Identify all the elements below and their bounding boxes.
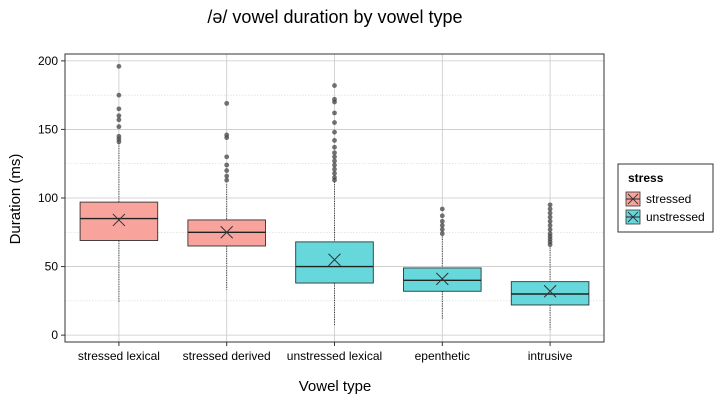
mean-marker [328, 253, 341, 267]
box-intrusive [510, 202, 590, 330]
outlier-point [332, 138, 337, 143]
outlier-point [116, 92, 122, 98]
outlier-point [116, 106, 122, 112]
x-tick-label: epenthetic [415, 349, 470, 363]
plot-panel [64, 53, 605, 343]
outlier-point [547, 214, 553, 220]
mean-marker [112, 213, 126, 227]
outlier-point [116, 124, 122, 130]
outlier-point [332, 129, 337, 135]
outlier-point [547, 202, 553, 208]
iqr-box [295, 241, 374, 284]
outlier-point [547, 227, 553, 232]
outlier-point [332, 150, 337, 156]
box-unstressed-lexical [295, 83, 374, 326]
y-tick-label: 200 [38, 54, 58, 68]
outlier-point [547, 218, 553, 224]
y-axis-title: Duration (ms) [7, 154, 24, 245]
mean-marker [220, 225, 234, 239]
outlier-point [332, 158, 337, 164]
legend: stress stressed unstressed [617, 163, 714, 233]
outlier-point [332, 83, 337, 88]
outlier-point [332, 166, 337, 172]
outlier-point [547, 210, 553, 216]
outlier-point [332, 96, 337, 102]
outlier-point [116, 63, 122, 69]
outlier-point [224, 173, 230, 179]
outlier-point [224, 132, 230, 138]
outlier-point [547, 206, 553, 212]
y-tick-label: 150 [38, 122, 58, 136]
legend-label-stressed: stressed [646, 192, 691, 206]
legend-key-mean [627, 193, 639, 205]
outlier-point [332, 175, 337, 180]
box-stressed-lexical [79, 63, 159, 303]
outlier-point [439, 231, 445, 237]
outlier-point [332, 162, 337, 168]
outlier-point [332, 154, 337, 160]
outlier-point [332, 170, 337, 176]
outlier-point [116, 113, 122, 119]
outlier-point [439, 223, 445, 228]
x-axis-title: Vowel type [299, 378, 372, 395]
x-tick-label: stressed lexical [78, 349, 160, 363]
outlier-point [547, 223, 553, 228]
chart-title: /ə/ vowel duration by vowel type [207, 7, 462, 27]
x-tick-label: unstressed lexical [287, 349, 382, 363]
outlier-point [224, 100, 230, 106]
mean-marker [543, 284, 557, 298]
outlier-point [224, 177, 230, 183]
legend-title: stress [628, 171, 664, 185]
outlier-point [224, 162, 230, 168]
outlier-point [439, 218, 445, 224]
iqr-box [79, 201, 159, 241]
legend-key-mean [627, 211, 639, 223]
outlier-point [439, 206, 445, 212]
mean-marker [435, 272, 449, 286]
outlier-point [332, 120, 337, 125]
outlier-point [439, 213, 445, 219]
y-tick-label: 100 [38, 191, 58, 205]
outlier-point [116, 133, 122, 139]
outlier-point [224, 154, 230, 160]
outlier-point [439, 227, 445, 232]
y-tick-label: 50 [45, 260, 59, 274]
x-tick-label: stressed derived [183, 349, 271, 363]
outlier-point [332, 110, 337, 116]
outlier-point [224, 168, 230, 173]
box-stressed-derived [187, 100, 266, 290]
x-tick-label: intrusive [528, 349, 573, 363]
outlier-point [547, 231, 553, 237]
y-tick-label: 0 [51, 328, 58, 342]
outlier-point [116, 117, 122, 123]
box-epenthetic [403, 206, 482, 319]
legend-label-unstressed: unstressed [646, 210, 705, 224]
outlier-point [332, 144, 337, 150]
